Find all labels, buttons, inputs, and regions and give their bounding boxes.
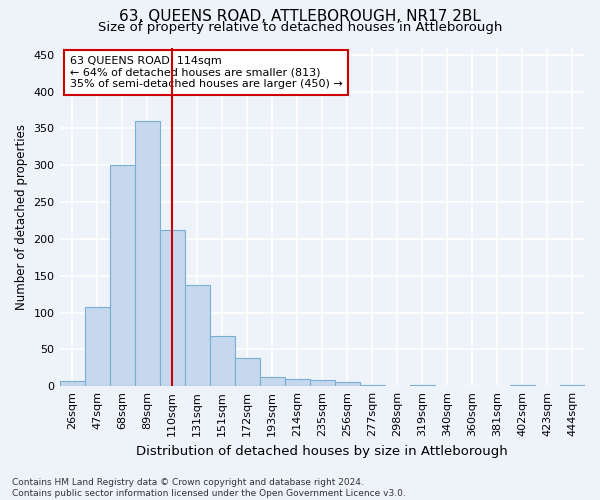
Bar	[110, 166, 134, 386]
Bar	[360, 384, 385, 386]
Y-axis label: Number of detached properties: Number of detached properties	[15, 124, 28, 310]
Bar	[285, 379, 310, 386]
Bar	[410, 384, 435, 386]
Bar	[134, 121, 160, 386]
Bar	[260, 376, 285, 386]
Text: 63 QUEENS ROAD: 114sqm
← 64% of detached houses are smaller (813)
35% of semi-de: 63 QUEENS ROAD: 114sqm ← 64% of detached…	[70, 56, 343, 89]
Bar	[235, 358, 260, 386]
Bar	[185, 286, 209, 386]
Bar	[335, 382, 360, 386]
Bar	[510, 384, 535, 386]
Bar	[209, 336, 235, 386]
X-axis label: Distribution of detached houses by size in Attleborough: Distribution of detached houses by size …	[136, 444, 508, 458]
Bar	[85, 306, 110, 386]
Bar	[160, 230, 185, 386]
Text: 63, QUEENS ROAD, ATTLEBOROUGH, NR17 2BL: 63, QUEENS ROAD, ATTLEBOROUGH, NR17 2BL	[119, 9, 481, 24]
Bar	[310, 380, 335, 386]
Text: Size of property relative to detached houses in Attleborough: Size of property relative to detached ho…	[98, 21, 502, 34]
Bar	[560, 384, 585, 386]
Text: Contains HM Land Registry data © Crown copyright and database right 2024.
Contai: Contains HM Land Registry data © Crown c…	[12, 478, 406, 498]
Bar	[59, 381, 85, 386]
